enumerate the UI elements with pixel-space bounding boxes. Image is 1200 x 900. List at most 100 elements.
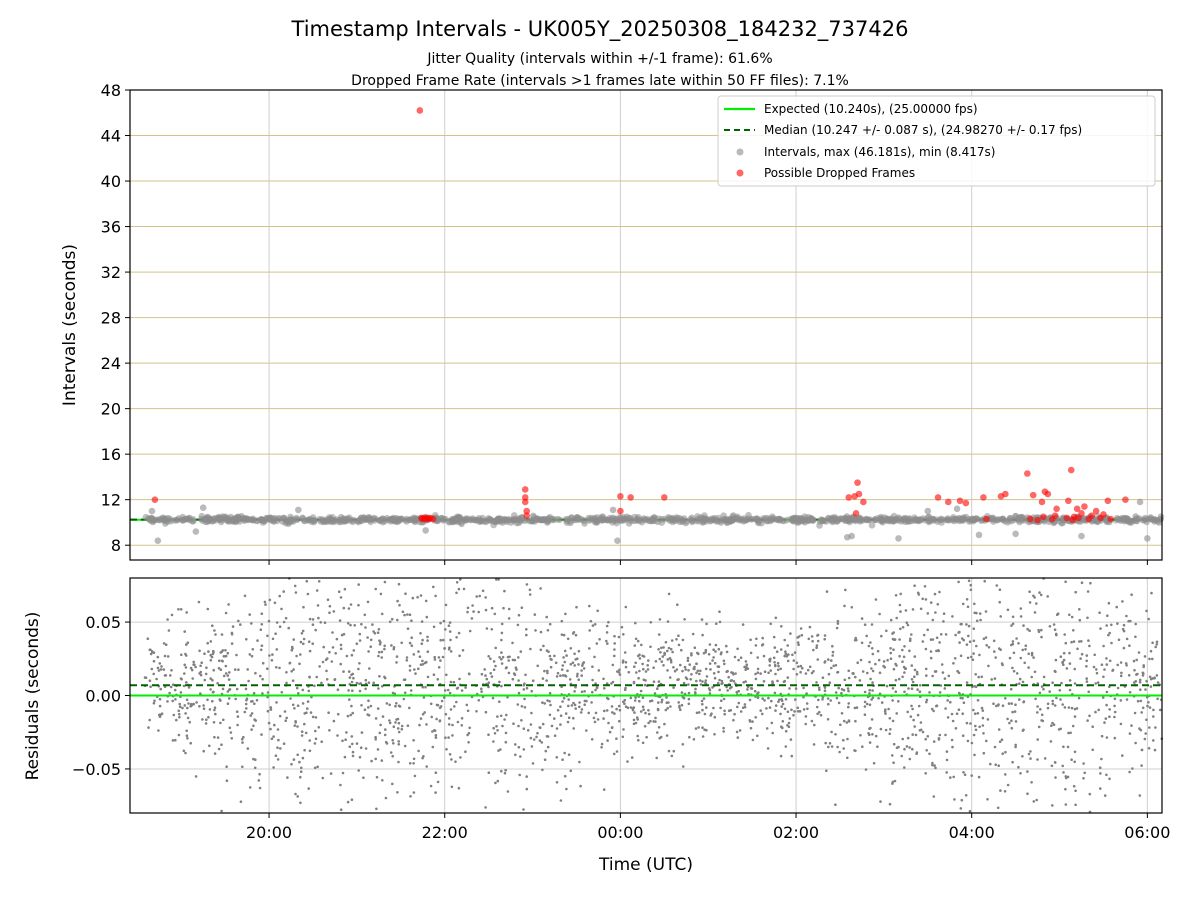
- residual-point: [613, 654, 616, 658]
- residual-point: [893, 779, 897, 783]
- residual-point: [852, 672, 855, 675]
- residual-point: [1110, 623, 1113, 627]
- residual-point: [776, 668, 780, 672]
- residual-point: [738, 729, 742, 732]
- residual-point: [308, 675, 311, 679]
- residual-point: [293, 707, 296, 710]
- residual-point: [187, 686, 191, 689]
- residual-point: [271, 653, 274, 656]
- residual-point: [561, 758, 564, 761]
- residual-point: [910, 704, 913, 708]
- bottom-plot-y-ticks: 0.050.00−0.05: [72, 613, 130, 779]
- residual-point: [913, 584, 916, 587]
- residual-point: [494, 781, 497, 785]
- residual-point: [727, 709, 731, 712]
- residual-point: [1098, 611, 1101, 614]
- residual-point: [1145, 718, 1148, 722]
- residual-point: [638, 657, 642, 660]
- residual-point: [209, 677, 212, 680]
- residual-point: [433, 658, 437, 661]
- residual-point: [795, 673, 799, 676]
- residual-point: [866, 671, 869, 675]
- residual-point: [497, 749, 500, 752]
- residual-point: [1071, 724, 1075, 728]
- residual-point: [1053, 761, 1057, 764]
- residual-point: [225, 765, 228, 768]
- residual-point: [828, 742, 832, 745]
- interval-point: [780, 517, 787, 525]
- residual-point: [826, 697, 830, 700]
- residual-point: [687, 697, 691, 701]
- residual-point: [774, 664, 777, 668]
- residual-point: [347, 689, 350, 692]
- residual-point: [649, 719, 652, 723]
- residual-point: [309, 711, 313, 714]
- residual-point: [572, 727, 575, 730]
- dropped-frame-point: [416, 107, 424, 114]
- residual-point: [806, 668, 810, 672]
- residual-point: [617, 704, 621, 708]
- residual-point: [1110, 641, 1113, 645]
- residual-point: [1041, 719, 1045, 723]
- residual-point: [325, 678, 329, 681]
- residual-point: [305, 579, 309, 583]
- residual-point: [983, 579, 986, 583]
- residual-point: [808, 625, 812, 629]
- residual-point: [182, 749, 186, 753]
- dropped-frame-point: [1002, 490, 1009, 498]
- residual-point: [617, 635, 621, 639]
- bottom-y-tick-label: 0.05: [85, 613, 121, 632]
- residual-point: [673, 669, 677, 673]
- residual-point: [1133, 669, 1136, 672]
- residual-point: [830, 730, 833, 734]
- interval-point: [864, 516, 872, 524]
- residual-point: [1138, 678, 1142, 682]
- residual-point: [300, 730, 304, 733]
- residual-point: [1035, 602, 1038, 605]
- residual-point: [237, 668, 240, 671]
- residual-point: [827, 672, 831, 676]
- residual-point: [1062, 745, 1065, 749]
- residual-point: [945, 771, 948, 774]
- residual-point: [360, 704, 363, 707]
- interval-point: [924, 507, 932, 515]
- residual-point: [985, 644, 988, 647]
- residual-point: [383, 647, 386, 651]
- residual-point: [358, 755, 362, 759]
- residual-point: [779, 667, 782, 671]
- residual-point: [742, 681, 745, 684]
- interval-point: [142, 513, 150, 521]
- residual-point: [1034, 697, 1037, 701]
- dropped-frame-point: [521, 486, 529, 493]
- residual-point: [836, 622, 840, 625]
- residual-point: [276, 758, 280, 761]
- residual-point: [863, 705, 867, 708]
- residual-point: [269, 727, 272, 731]
- residual-point: [624, 686, 627, 690]
- residual-point: [869, 641, 872, 644]
- residual-point: [538, 739, 542, 742]
- residual-point: [834, 691, 838, 694]
- residual-point: [302, 637, 306, 641]
- residual-point: [997, 764, 1000, 767]
- residual-point: [823, 637, 826, 641]
- residual-point: [481, 589, 485, 593]
- residual-point: [549, 703, 552, 707]
- interval-point: [1133, 517, 1141, 525]
- residual-point: [590, 701, 593, 704]
- residual-point: [206, 607, 210, 611]
- residual-point: [237, 619, 240, 623]
- residual-point: [426, 635, 429, 639]
- residual-point: [874, 734, 878, 738]
- dropped-frame-point: [1081, 503, 1088, 510]
- residual-point: [942, 620, 945, 623]
- residual-point: [347, 670, 351, 673]
- residual-point: [1100, 757, 1103, 761]
- residual-point: [793, 651, 797, 654]
- residual-point: [739, 710, 743, 713]
- residual-point: [938, 641, 941, 644]
- residual-point: [391, 739, 395, 742]
- residual-point: [530, 689, 533, 693]
- residual-point: [244, 702, 248, 706]
- residual-point: [245, 707, 248, 710]
